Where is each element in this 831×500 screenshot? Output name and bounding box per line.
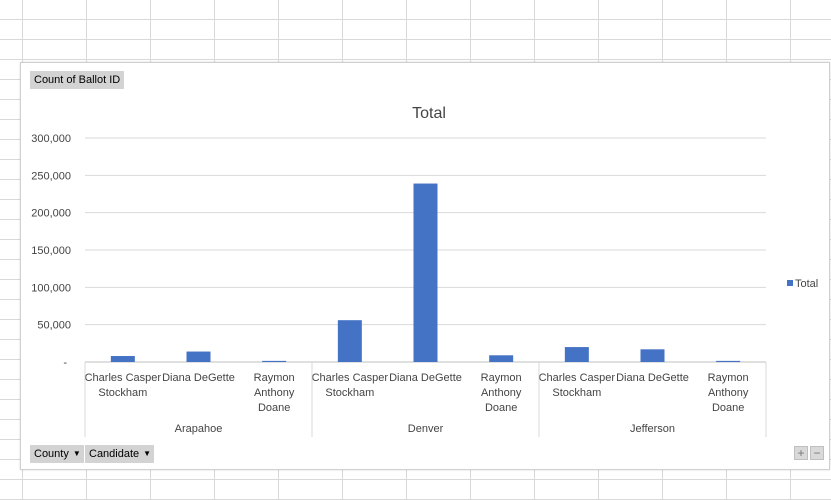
x-category-label: Anthony: [708, 387, 749, 399]
x-category-label: Charles Casper: [85, 372, 162, 384]
chart-canvas: Total - 50,000 100,000 150,000 200,000 250,000…: [31, 105, 818, 437]
candidate-field-label: Candidate: [89, 448, 140, 460]
x-category-label: Raymon: [481, 372, 522, 384]
value-field-button[interactable]: Count of Ballot ID: [30, 71, 125, 89]
bar: [489, 355, 514, 362]
x-category-label: Stockham: [552, 387, 601, 399]
x-category-label: Doane: [485, 402, 517, 414]
bar: [564, 347, 589, 362]
y-tick-label: 300,000: [31, 133, 71, 145]
x-category-label: Charles Casper: [312, 372, 389, 384]
x-category-label: Raymon: [708, 372, 749, 384]
bar: [413, 183, 438, 362]
x-category-label: Anthony: [254, 387, 295, 399]
chart-title: Total: [412, 105, 446, 122]
y-tick-label: 250,000: [31, 170, 71, 182]
x-category-label: Stockham: [325, 387, 374, 399]
y-tick-label: 50,000: [37, 320, 71, 332]
x-category-label: Diana DeGette: [616, 372, 689, 384]
legend-swatch: [787, 280, 793, 286]
x-category-label: Diana DeGette: [162, 372, 235, 384]
bar: [640, 349, 665, 362]
expand-field-button[interactable]: +: [794, 446, 808, 460]
bar: [262, 360, 287, 362]
dropdown-arrow-icon: ▼: [72, 449, 81, 459]
y-tick-label: 200,000: [31, 208, 71, 220]
county-field-label: County: [34, 448, 69, 460]
legend-label: Total: [795, 278, 818, 290]
bar: [186, 351, 211, 362]
x-category-label: Charles Casper: [539, 372, 616, 384]
x-group-label: Jefferson: [630, 423, 675, 435]
x-group-label: Arapahoe: [175, 423, 223, 435]
bar: [110, 356, 135, 362]
dropdown-arrow-icon: ▼: [143, 449, 152, 459]
x-category-label: Anthony: [481, 387, 522, 399]
pivot-chart[interactable]: Count of Ballot ID Total - 50,000 100,000 15…: [20, 62, 830, 470]
y-tick-label: 100,000: [31, 282, 71, 294]
candidate-field-button[interactable]: Candidate ▼: [85, 445, 155, 463]
y-tick-label: -: [63, 357, 67, 369]
bar: [716, 360, 741, 362]
county-field-button[interactable]: County ▼: [30, 445, 84, 463]
x-category-label: Doane: [712, 402, 744, 414]
x-group-label: Denver: [408, 423, 444, 435]
x-category-label: Stockham: [98, 387, 147, 399]
x-category-label: Raymon: [254, 372, 295, 384]
bar: [337, 320, 362, 362]
y-tick-label: 150,000: [31, 245, 71, 257]
collapse-field-button[interactable]: −: [810, 446, 824, 460]
x-category-label: Doane: [258, 402, 290, 414]
x-category-label: Diana DeGette: [389, 372, 462, 384]
